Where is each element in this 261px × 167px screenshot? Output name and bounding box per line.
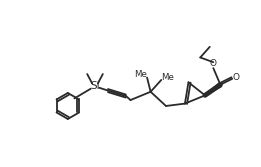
Text: O: O bbox=[210, 59, 217, 68]
Text: O: O bbox=[233, 73, 240, 82]
Text: Me: Me bbox=[134, 70, 147, 79]
Polygon shape bbox=[205, 83, 222, 96]
Text: Si: Si bbox=[90, 81, 100, 91]
Text: Me: Me bbox=[162, 73, 174, 82]
